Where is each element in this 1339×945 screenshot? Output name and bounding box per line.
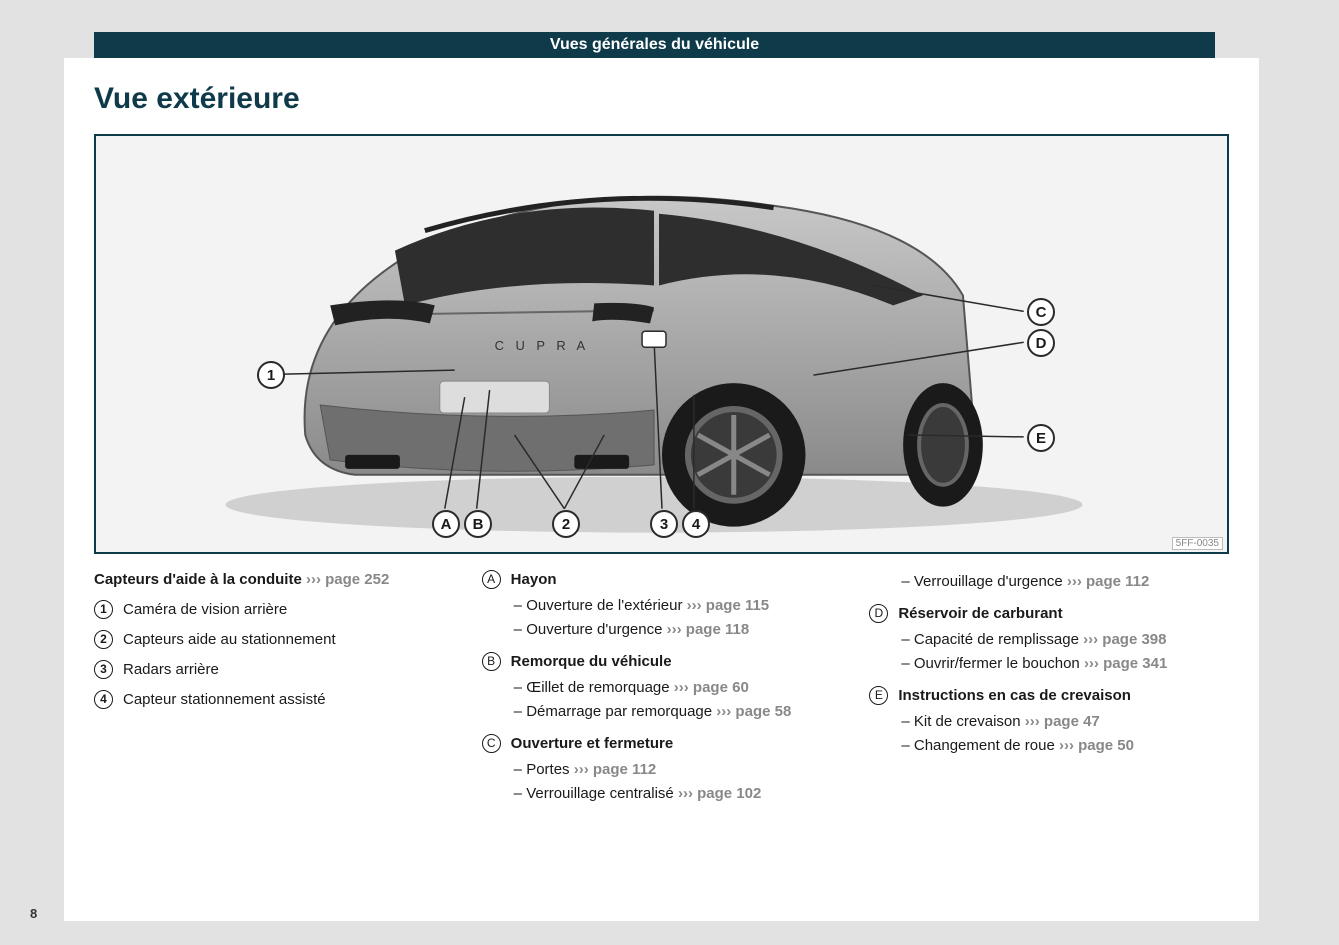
list-item: 1 Caméra de vision arrière	[94, 598, 454, 622]
col1-ref: ››› page 252	[306, 571, 389, 588]
callout-3: 3	[650, 510, 678, 538]
page-ref: ››› page 60	[674, 679, 749, 696]
letter-item: C Ouverture et fermeture	[482, 732, 842, 756]
sub-list: Œillet de remorquage ››› page 60Démarrag…	[482, 676, 842, 724]
letter-title: Instructions en cas de crevaison	[898, 684, 1131, 708]
sub-item: Portes ››› page 112	[514, 758, 842, 782]
sub-list: Kit de crevaison ››› page 47Changement d…	[869, 710, 1229, 758]
page-ref: ››› page 341	[1084, 655, 1167, 672]
page-ref: ››› page 115	[687, 597, 770, 614]
vehicle-figure: C U P R A	[94, 134, 1229, 554]
sub-item: Ouvrir/fermer le bouchon ››› page 341	[901, 652, 1229, 676]
chapter-header: Vues générales du véhicule	[94, 32, 1215, 58]
svg-text:C U P R A: C U P R A	[495, 338, 590, 353]
sub-item: Changement de roue ››› page 50	[901, 734, 1229, 758]
letter-item: B Remorque du véhicule	[482, 650, 842, 674]
item-text: Capteur stationnement assisté	[123, 688, 326, 712]
callout-1: 1	[257, 361, 285, 389]
page-number: 8	[30, 906, 37, 921]
page-body: Vue extérieure C U P R A	[64, 58, 1259, 921]
list-item: 3 Radars arrière	[94, 658, 454, 682]
column-1: Capteurs d'aide à la conduite ››› page 2…	[94, 568, 454, 814]
number-badge: 3	[94, 660, 113, 679]
list-item: 4 Capteur stationnement assisté	[94, 688, 454, 712]
page-ref: ››› page 58	[716, 703, 791, 720]
page-ref: ››› page 112	[1067, 573, 1150, 590]
letter-badge: E	[869, 686, 888, 705]
col1-title: Capteurs d'aide à la conduite	[94, 571, 302, 588]
sub-list: Capacité de remplissage ››› page 398Ouvr…	[869, 628, 1229, 676]
page-ref: ››› page 112	[574, 761, 657, 778]
list-item: 2 Capteurs aide au stationnement	[94, 628, 454, 652]
sub-list: Portes ››› page 112Verrouillage centrali…	[482, 758, 842, 806]
callout-2: 2	[552, 510, 580, 538]
callout-A: A	[432, 510, 460, 538]
page-ref: ››› page 118	[667, 621, 750, 638]
sub-list: Verrouillage d'urgence ››› page 112	[869, 570, 1229, 594]
letter-title: Ouverture et fermeture	[511, 732, 674, 756]
item-text: Caméra de vision arrière	[123, 598, 287, 622]
sub-item: Verrouillage d'urgence ››› page 112	[901, 570, 1229, 594]
letter-item: D Réservoir de carburant	[869, 602, 1229, 626]
callout-C: C	[1027, 298, 1055, 326]
sub-item: Ouverture de l'extérieur ››› page 115	[514, 594, 842, 618]
letter-badge: D	[869, 604, 888, 623]
letter-badge: B	[482, 652, 501, 671]
page-ref: ››› page 398	[1083, 631, 1166, 648]
item-text: Capteurs aide au stationnement	[123, 628, 336, 652]
number-badge: 1	[94, 600, 113, 619]
page-ref: ››› page 50	[1059, 737, 1134, 754]
sub-list: Ouverture de l'extérieur ››› page 115Ouv…	[482, 594, 842, 642]
numbered-list: 1 Caméra de vision arrière 2 Capteurs aide …	[94, 598, 454, 712]
callout-D: D	[1027, 329, 1055, 357]
page-ref: ››› page 47	[1025, 713, 1100, 730]
letter-title: Réservoir de carburant	[898, 602, 1062, 626]
letter-badge: C	[482, 734, 501, 753]
number-badge: 2	[94, 630, 113, 649]
letter-item: E Instructions en cas de crevaison	[869, 684, 1229, 708]
item-text: Radars arrière	[123, 658, 219, 682]
sub-item: Verrouillage centralisé ››› page 102	[514, 782, 842, 806]
car-illustration: C U P R A	[96, 136, 1227, 554]
sub-item: Ouverture d'urgence ››› page 118	[514, 618, 842, 642]
letter-badge: A	[482, 570, 501, 589]
sub-item: Capacité de remplissage ››› page 398	[901, 628, 1229, 652]
column-3: Verrouillage d'urgence ››› page 112 D Ré…	[869, 568, 1229, 814]
sub-item: Kit de crevaison ››› page 47	[901, 710, 1229, 734]
sub-item: Œillet de remorquage ››› page 60	[514, 676, 842, 700]
figure-ref: 5FF-0035	[1172, 537, 1223, 550]
legend-columns: Capteurs d'aide à la conduite ››› page 2…	[94, 568, 1229, 814]
callout-4: 4	[682, 510, 710, 538]
callout-E: E	[1027, 424, 1055, 452]
section-title: Vue extérieure	[94, 82, 1229, 116]
column-2: A Hayon Ouverture de l'extérieur ››› pag…	[482, 568, 842, 814]
sub-item: Démarrage par remorquage ››› page 58	[514, 700, 842, 724]
letter-title: Hayon	[511, 568, 557, 592]
letter-item: A Hayon	[482, 568, 842, 592]
callout-B: B	[464, 510, 492, 538]
page-ref: ››› page 102	[678, 785, 761, 802]
letter-title: Remorque du véhicule	[511, 650, 672, 674]
number-badge: 4	[94, 690, 113, 709]
col1-heading: Capteurs d'aide à la conduite ››› page 2…	[94, 568, 454, 592]
